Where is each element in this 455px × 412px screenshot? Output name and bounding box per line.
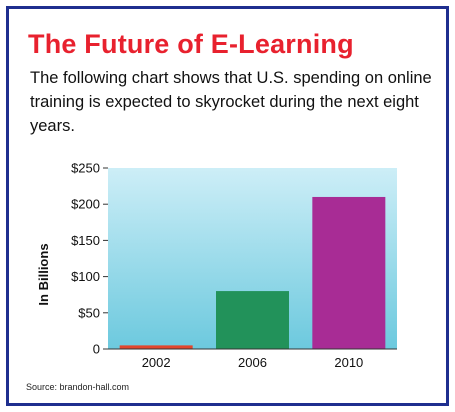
x-tick-label: 2002 [142, 355, 171, 370]
y-tick-label: $200 [71, 197, 100, 212]
bar-2006 [216, 291, 289, 349]
bar-2002 [119, 345, 193, 349]
bar-2010 [312, 196, 386, 349]
y-tick-label: 0 [93, 342, 100, 357]
page-title: The Future of E-Learning [28, 29, 354, 59]
source-note: Source: brandon-hall.com [26, 382, 130, 392]
x-tick-label: 2006 [238, 355, 267, 370]
y-axis-label: In Billions [36, 243, 51, 305]
x-tick-label: 2010 [334, 355, 363, 370]
y-tick-label: $50 [78, 305, 100, 320]
y-tick-label: $250 [71, 161, 100, 176]
y-tick-label: $100 [71, 269, 100, 284]
chart-description: The following chart shows that U.S. spen… [30, 69, 432, 135]
y-tick-label: $150 [71, 233, 100, 248]
